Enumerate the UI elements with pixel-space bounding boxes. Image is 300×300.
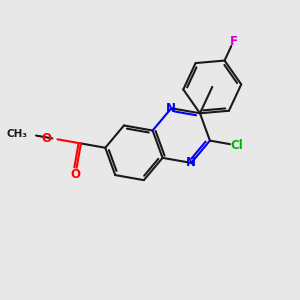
Text: N: N — [186, 156, 196, 170]
Text: O: O — [42, 132, 52, 145]
Text: O: O — [70, 168, 80, 181]
Text: F: F — [230, 35, 238, 48]
Text: Cl: Cl — [230, 139, 243, 152]
Text: N: N — [166, 102, 176, 115]
Text: CH₃: CH₃ — [6, 129, 27, 139]
